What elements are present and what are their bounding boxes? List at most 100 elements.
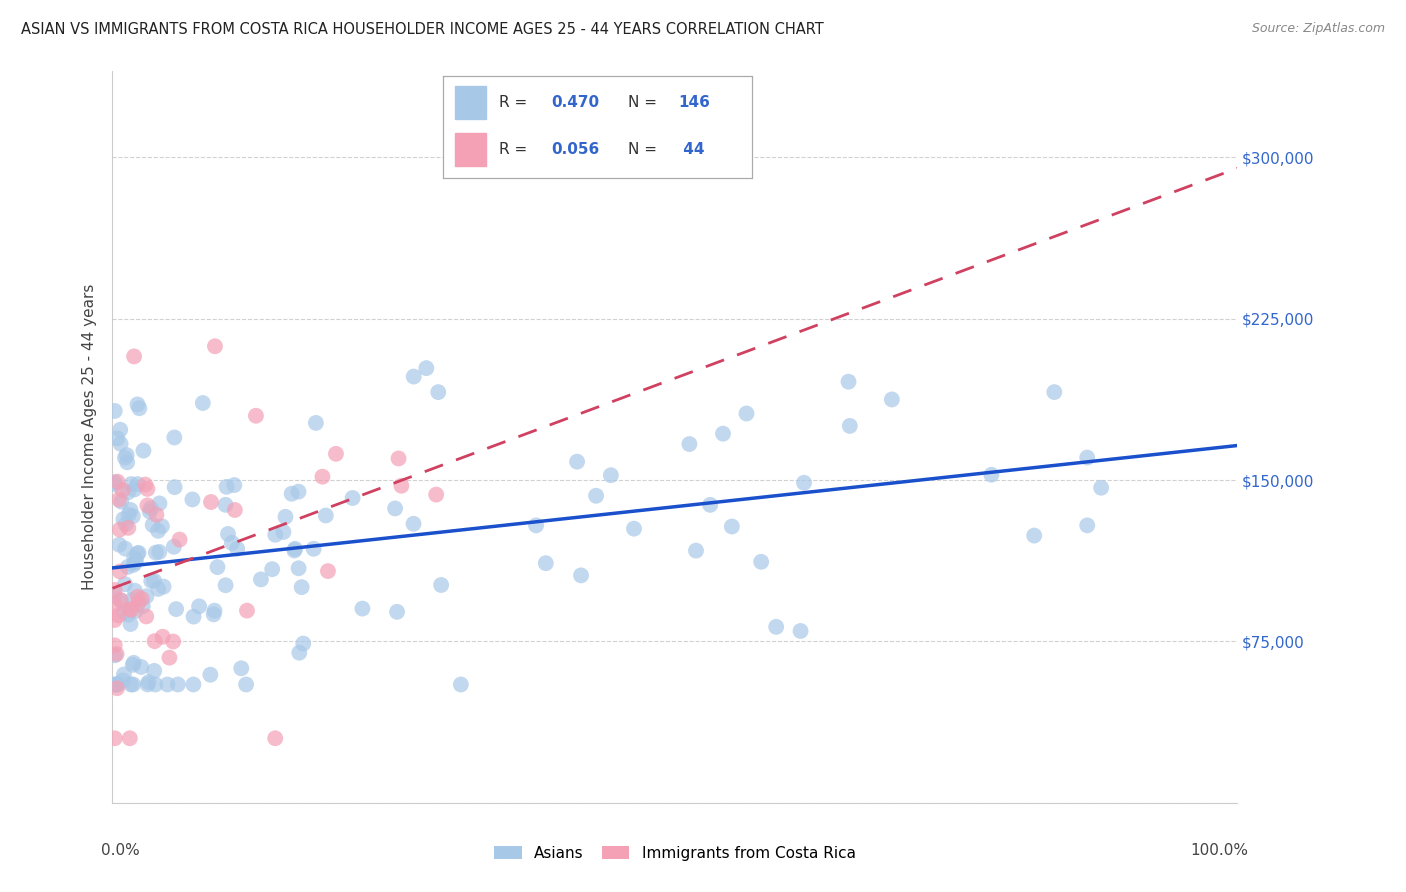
Point	[250, 573, 273, 587]
Point	[224, 503, 246, 517]
Text: N =: N =	[628, 142, 662, 157]
Point	[565, 455, 588, 469]
Point	[117, 521, 139, 535]
Point	[104, 638, 127, 652]
Point	[115, 455, 138, 469]
Point	[120, 617, 142, 632]
Point	[142, 517, 165, 532]
Point	[115, 448, 138, 462]
Point	[291, 580, 314, 594]
Point	[121, 592, 143, 607]
Point	[134, 477, 156, 491]
Point	[157, 650, 180, 665]
Point	[430, 578, 453, 592]
Point	[136, 499, 159, 513]
Point	[188, 599, 211, 614]
Point	[125, 604, 148, 618]
Point	[148, 582, 170, 596]
Text: ASIAN VS IMMIGRANTS FROM COSTA RICA HOUSEHOLDER INCOME AGES 25 - 44 YEARS CORREL: ASIAN VS IMMIGRANTS FROM COSTA RICA HOUS…	[21, 22, 824, 37]
Point	[132, 443, 155, 458]
Point	[235, 677, 257, 691]
Point	[112, 512, 135, 526]
Point	[117, 607, 139, 622]
Point	[1024, 528, 1046, 542]
Point	[735, 407, 758, 421]
Point	[749, 555, 772, 569]
Point	[311, 469, 333, 483]
Point	[183, 677, 205, 691]
Point	[402, 369, 425, 384]
Point	[837, 375, 859, 389]
Point	[104, 677, 127, 691]
Point	[107, 677, 129, 691]
Point	[132, 599, 155, 613]
Point	[793, 475, 815, 490]
Point	[120, 503, 142, 517]
Point	[104, 589, 127, 603]
Text: 0.470: 0.470	[551, 95, 599, 110]
Point	[305, 416, 328, 430]
Point	[264, 731, 287, 746]
Point	[385, 605, 408, 619]
Point	[124, 583, 146, 598]
Point	[316, 564, 339, 578]
Point	[114, 577, 136, 591]
Point	[245, 409, 267, 423]
Point	[384, 501, 406, 516]
Point	[114, 450, 136, 465]
Point	[352, 601, 374, 615]
Point	[342, 491, 364, 505]
Point	[273, 524, 295, 539]
Text: 0.056: 0.056	[551, 142, 599, 157]
Point	[141, 574, 163, 588]
Point	[231, 661, 253, 675]
Point	[104, 598, 127, 612]
Point	[122, 350, 145, 364]
Point	[124, 483, 146, 497]
Point	[104, 648, 127, 663]
Point	[200, 495, 222, 509]
Point	[202, 607, 225, 622]
Legend: Asians, Immigrants from Costa Rica: Asians, Immigrants from Costa Rica	[486, 838, 863, 868]
Point	[108, 523, 131, 537]
Point	[1076, 518, 1098, 533]
Point	[108, 492, 131, 507]
Point	[136, 482, 159, 496]
Y-axis label: Householder Income Ages 25 - 44 years: Householder Income Ages 25 - 44 years	[82, 284, 97, 591]
Point	[389, 479, 412, 493]
Point	[105, 647, 128, 661]
Point	[120, 477, 142, 491]
Point	[104, 731, 127, 746]
Point	[450, 677, 472, 691]
Point	[104, 475, 127, 490]
Point	[136, 677, 159, 691]
Point	[204, 339, 226, 353]
Point	[204, 604, 226, 618]
Point	[167, 677, 190, 691]
Point	[721, 519, 744, 533]
Point	[121, 603, 143, 617]
Point	[623, 522, 645, 536]
Point	[104, 582, 127, 597]
Text: 146: 146	[678, 95, 710, 110]
Point	[162, 634, 184, 648]
Point	[302, 541, 325, 556]
Point	[127, 397, 149, 411]
Point	[402, 516, 425, 531]
Point	[765, 620, 787, 634]
Point	[107, 608, 129, 623]
Text: 44: 44	[678, 142, 704, 157]
Point	[191, 396, 214, 410]
Point	[128, 401, 150, 416]
Point	[163, 540, 186, 554]
Point	[145, 546, 167, 560]
Point	[110, 437, 132, 451]
Bar	[456, 87, 486, 119]
Point	[145, 508, 167, 522]
Point	[118, 602, 141, 616]
Point	[139, 501, 162, 516]
Point	[118, 731, 141, 746]
Point	[287, 484, 309, 499]
Point	[163, 480, 186, 494]
Point	[214, 578, 236, 592]
